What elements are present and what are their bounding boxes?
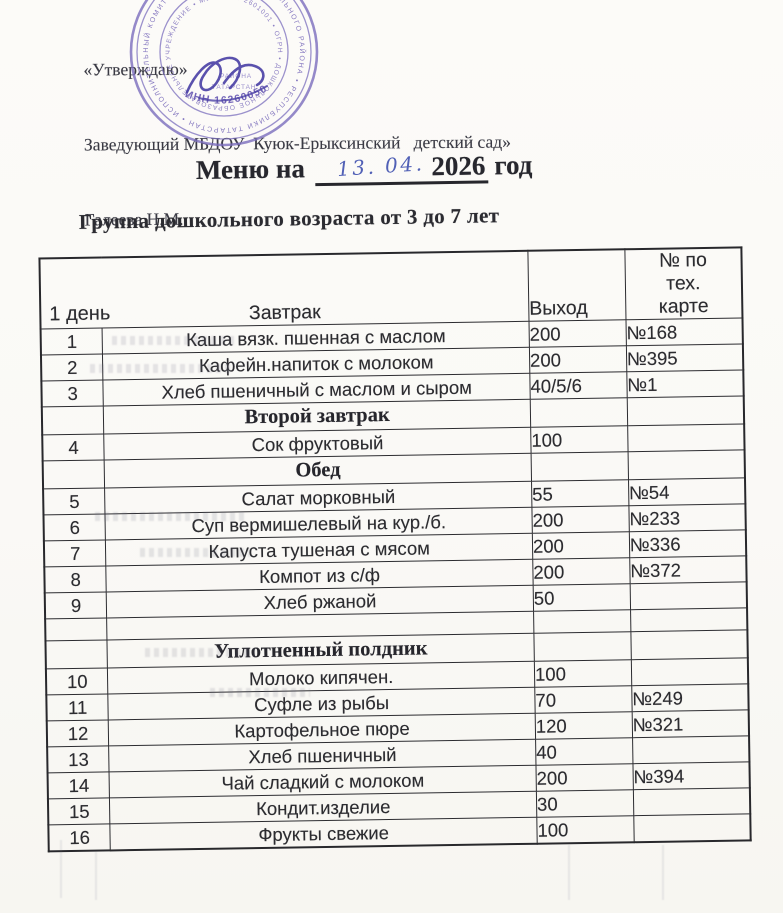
row-number-cell bbox=[42, 459, 105, 489]
header-day-meal-cell: 1 день Завтрак bbox=[39, 250, 529, 329]
handwritten-date: 13. 04. bbox=[336, 151, 425, 182]
row-number-cell: 6 bbox=[43, 513, 106, 541]
header-meal-label: Завтрак bbox=[248, 301, 321, 325]
card-number-cell: №249 bbox=[631, 683, 749, 712]
row-number-cell: 13 bbox=[47, 745, 110, 773]
director-signature-icon bbox=[185, 56, 268, 102]
output-cell: 200 bbox=[531, 505, 630, 534]
card-number-cell bbox=[626, 395, 745, 426]
row-number-cell: 4 bbox=[42, 433, 105, 461]
card-number-cell: №336 bbox=[629, 529, 747, 558]
row-number-cell: 3 bbox=[41, 379, 104, 407]
header-output-label: Выход bbox=[527, 249, 626, 322]
card-number-cell: №372 bbox=[629, 555, 747, 584]
output-cell: 100 bbox=[536, 815, 634, 844]
row-number-cell bbox=[45, 639, 108, 669]
row-number-cell: 14 bbox=[47, 771, 110, 799]
card-number-cell bbox=[631, 657, 749, 686]
output-cell: 200 bbox=[529, 345, 627, 374]
row-number-cell: 12 bbox=[46, 719, 109, 747]
title-underline: 13. 04. 2026 bbox=[314, 150, 489, 187]
menu-table: 1 день Завтрак Выход № по тех. карте 1 К… bbox=[38, 246, 752, 853]
stamp-center-line2: ТАТАРСТАН bbox=[212, 84, 256, 91]
header-card-label: № по тех. карте bbox=[624, 247, 743, 320]
output-cell: 200 bbox=[528, 319, 627, 348]
output-cell: 120 bbox=[535, 711, 633, 740]
header-day-label: 1 день bbox=[49, 302, 111, 326]
output-cell bbox=[533, 631, 632, 662]
card-number-cell bbox=[630, 629, 748, 660]
card-number-cell bbox=[633, 813, 751, 843]
output-cell: 100 bbox=[534, 659, 632, 688]
output-cell: 100 bbox=[530, 425, 628, 454]
output-cell bbox=[531, 451, 629, 482]
card-number-cell: №1 bbox=[626, 369, 744, 398]
stamp-middle-ring bbox=[136, 0, 312, 140]
card-number-cell: №168 bbox=[625, 317, 743, 346]
menu-title-suffix: год bbox=[494, 149, 533, 181]
output-cell: 30 bbox=[536, 789, 634, 818]
row-number-cell: 7 bbox=[43, 539, 107, 567]
card-number-cell: №54 bbox=[628, 477, 746, 506]
card-number-cell: №233 bbox=[628, 503, 746, 532]
menu-title-prefix: Меню на bbox=[195, 153, 306, 186]
output-cell: 200 bbox=[532, 531, 630, 560]
card-number-cell bbox=[633, 787, 751, 816]
row-number-cell: 9 bbox=[44, 591, 107, 619]
output-cell bbox=[530, 397, 628, 428]
output-cell: 55 bbox=[531, 479, 629, 508]
card-number-cell: №394 bbox=[632, 761, 750, 790]
row-number-cell bbox=[45, 617, 108, 641]
card-number-cell bbox=[627, 449, 745, 480]
table-header-row: 1 день Завтрак Выход № по тех. карте bbox=[39, 247, 743, 329]
card-number-cell bbox=[627, 423, 745, 452]
dish-name-cell: Фрукты свежие bbox=[110, 817, 538, 851]
stamp-seal-icon: ОБРАЗОВАТЕЛЬНОГО РАЙОНА • РЕСПУБЛИКИ ТАТ… bbox=[120, 0, 319, 147]
output-cell: 200 bbox=[535, 763, 634, 792]
output-cell: 40 bbox=[535, 737, 633, 766]
menu-year: 2026 bbox=[431, 150, 486, 182]
stamp-outer-ring bbox=[129, 0, 319, 147]
row-number-cell: 2 bbox=[40, 353, 104, 381]
output-cell bbox=[533, 609, 631, 634]
card-number-cell bbox=[632, 735, 750, 764]
stamp-inner-ring bbox=[159, 0, 289, 117]
row-number-cell: 1 bbox=[40, 327, 103, 355]
menu-table-body: 1 Каша вязк. пшенная с маслом 200 №168 2… bbox=[40, 317, 751, 852]
row-number-cell bbox=[41, 405, 105, 435]
card-number-cell bbox=[629, 581, 748, 610]
stamp-center-line1: РАЙОНА bbox=[220, 71, 252, 80]
row-number-cell: 8 bbox=[44, 565, 107, 593]
row-number-cell: 11 bbox=[46, 693, 109, 721]
card-number-cell bbox=[630, 607, 748, 632]
output-cell: 50 bbox=[533, 583, 631, 612]
row-number-cell: 15 bbox=[47, 797, 111, 825]
age-group-subtitle: Группа дошкольного возраста от 3 до 7 ле… bbox=[78, 203, 500, 234]
row-number-cell: 5 bbox=[43, 487, 106, 515]
output-cell: 40/5/6 bbox=[529, 371, 627, 400]
row-number-cell: 16 bbox=[48, 823, 111, 852]
card-number-cell: №321 bbox=[631, 709, 750, 738]
output-cell: 200 bbox=[532, 557, 630, 586]
card-number-cell: №395 bbox=[626, 343, 744, 372]
row-number-cell: 10 bbox=[45, 667, 109, 695]
official-stamp: ОБРАЗОВАТЕЛЬНОГО РАЙОНА • РЕСПУБЛИКИ ТАТ… bbox=[120, 0, 324, 152]
menu-title: Меню на 13. 04. 2026 год bbox=[0, 147, 734, 192]
output-cell: 70 bbox=[534, 685, 632, 714]
